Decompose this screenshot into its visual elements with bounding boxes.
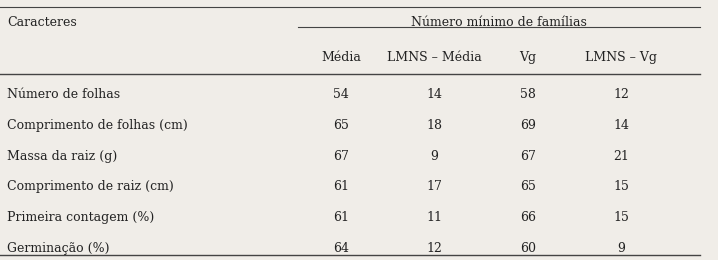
Text: 12: 12 [426, 242, 442, 255]
Text: 9: 9 [617, 242, 625, 255]
Text: LMNS – Vg: LMNS – Vg [585, 51, 657, 64]
Text: Massa da raiz (g): Massa da raiz (g) [7, 150, 118, 163]
Text: 9: 9 [431, 150, 438, 163]
Text: Primeira contagem (%): Primeira contagem (%) [7, 211, 154, 224]
Text: 64: 64 [333, 242, 349, 255]
Text: 21: 21 [613, 150, 629, 163]
Text: 12: 12 [613, 88, 629, 101]
Text: Número mínimo de famílias: Número mínimo de famílias [411, 16, 587, 29]
Text: 65: 65 [520, 180, 536, 193]
Text: 14: 14 [613, 119, 629, 132]
Text: Caracteres: Caracteres [7, 16, 77, 29]
Text: 66: 66 [520, 211, 536, 224]
Text: 67: 67 [333, 150, 349, 163]
Text: Média: Média [321, 51, 361, 64]
Text: 15: 15 [613, 180, 629, 193]
Text: 11: 11 [426, 211, 442, 224]
Text: 18: 18 [426, 119, 442, 132]
Text: 14: 14 [426, 88, 442, 101]
Text: 54: 54 [333, 88, 349, 101]
Text: 15: 15 [613, 211, 629, 224]
Text: 17: 17 [426, 180, 442, 193]
Text: 69: 69 [520, 119, 536, 132]
Text: LMNS – Média: LMNS – Média [387, 51, 482, 64]
Text: 61: 61 [333, 180, 349, 193]
Text: 61: 61 [333, 211, 349, 224]
Text: Germinação (%): Germinação (%) [7, 242, 110, 255]
Text: Vg: Vg [519, 51, 536, 64]
Text: 58: 58 [520, 88, 536, 101]
Text: 60: 60 [520, 242, 536, 255]
Text: Comprimento de raiz (cm): Comprimento de raiz (cm) [7, 180, 174, 193]
Text: 65: 65 [333, 119, 349, 132]
Text: 67: 67 [520, 150, 536, 163]
Text: Número de folhas: Número de folhas [7, 88, 121, 101]
Text: Comprimento de folhas (cm): Comprimento de folhas (cm) [7, 119, 188, 132]
